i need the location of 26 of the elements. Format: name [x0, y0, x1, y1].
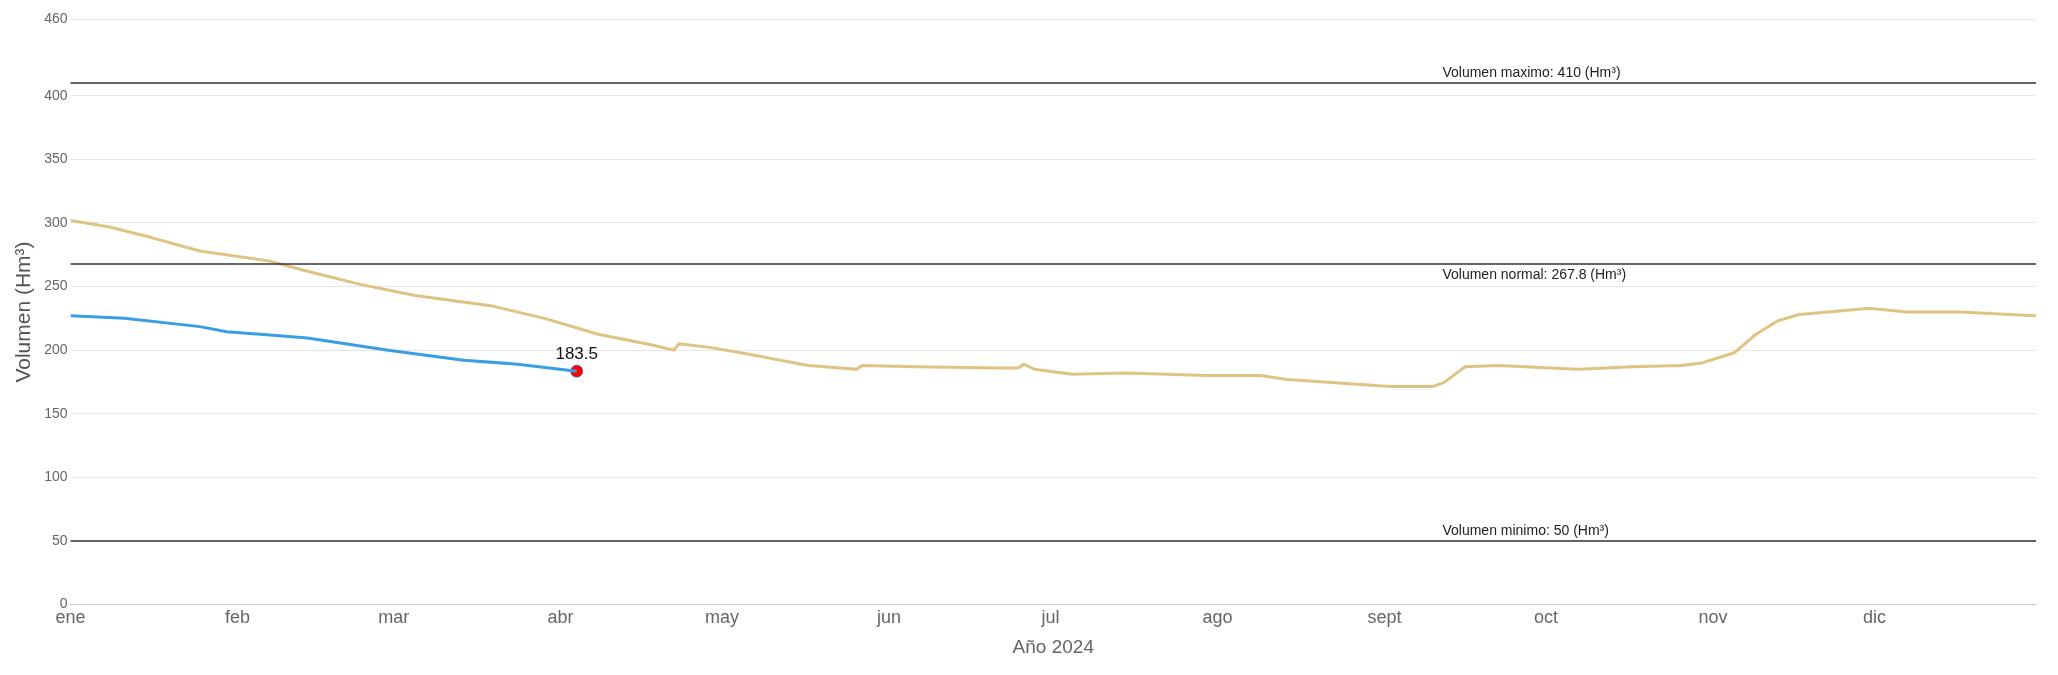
y-tick-label: 100 [44, 468, 68, 485]
y-tick-label: 300 [44, 213, 68, 230]
ref-line-label: Volumen minimo: 50 (Hm³) [1442, 521, 1609, 538]
x-tick-label: abr [547, 607, 574, 628]
y-tick-label: 50 [51, 531, 68, 548]
ref-line-label: Volumen maximo: 410 (Hm³) [1442, 63, 1621, 80]
data-label: 183.5 [555, 344, 598, 364]
x-tick-label: dic [1862, 607, 1886, 628]
y-tick-label: 250 [44, 277, 68, 294]
x-tick-label: feb [224, 607, 250, 628]
y-tick-label: 200 [44, 341, 68, 358]
x-tick-label: ago [1202, 607, 1233, 628]
y-tick-label: 400 [44, 86, 68, 103]
y-axis-title: Volumen (Hm³) [11, 241, 35, 383]
x-axis-title: Año 2024 [1012, 635, 1095, 657]
x-tick-label: mar [378, 607, 410, 628]
x-tick-label: may [705, 607, 740, 628]
y-tick-label: 150 [44, 404, 68, 421]
y-tick-label: 350 [44, 150, 68, 167]
x-tick-label: jul [1040, 607, 1060, 628]
x-tick-label: sept [1367, 607, 1402, 628]
x-tick-label: jun [876, 607, 902, 628]
x-tick-label: nov [1698, 607, 1728, 628]
x-tick-label: oct [1533, 607, 1558, 628]
y-tick-label: 460 [44, 10, 68, 27]
ref-line-label: Volumen normal: 267.8 (Hm³) [1442, 265, 1627, 282]
